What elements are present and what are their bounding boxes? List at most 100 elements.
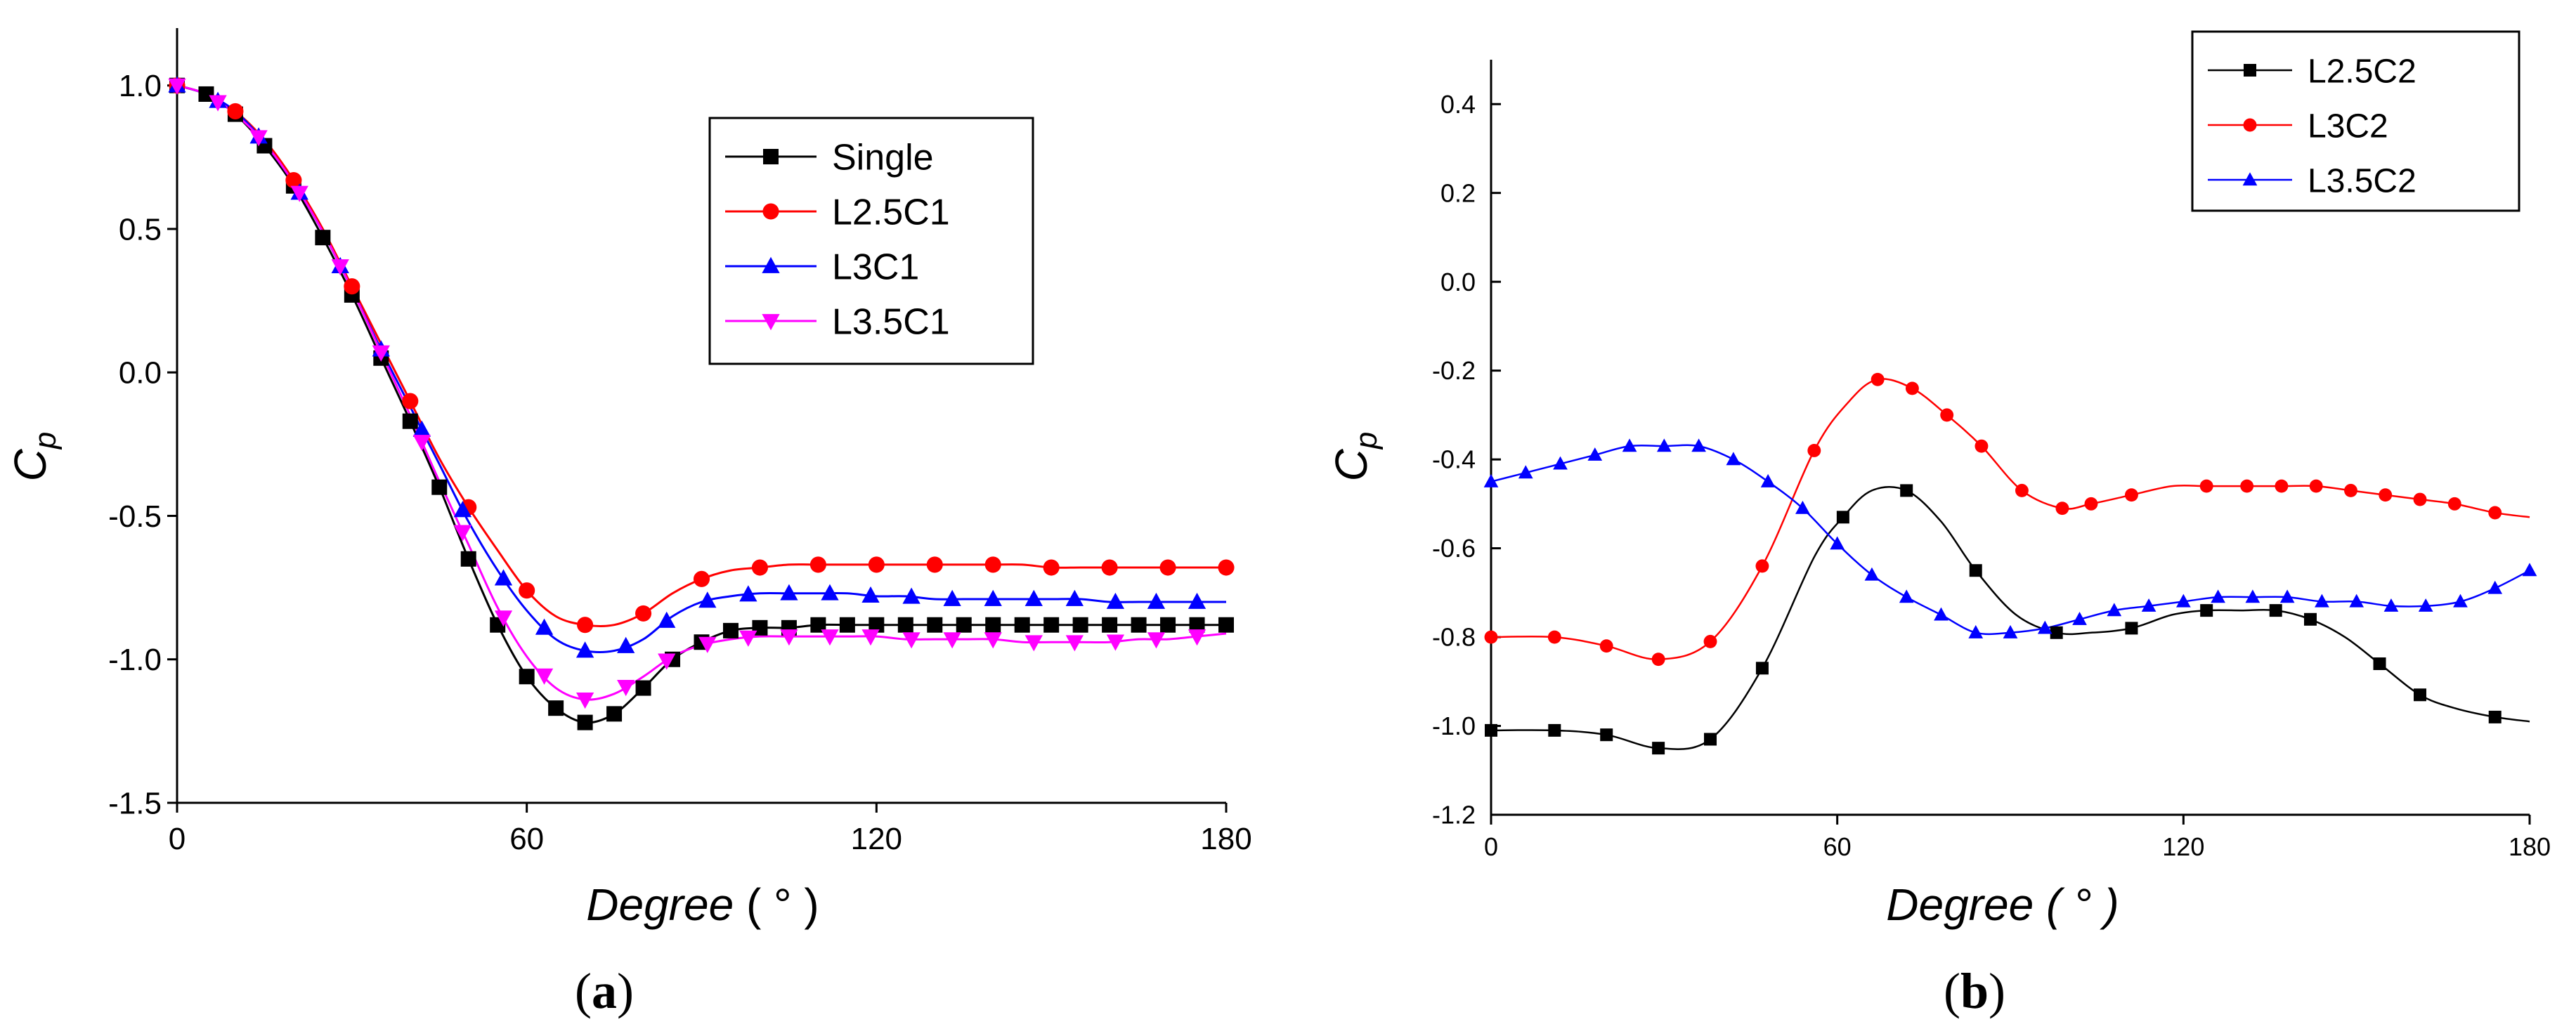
data-point-L3.5C2	[2211, 589, 2225, 603]
data-point-L2.5C1	[1159, 559, 1176, 576]
legend-label-L2.5C1: L2.5C1	[832, 192, 950, 233]
data-point-Single	[810, 617, 826, 633]
data-point-L3.5C2	[1830, 536, 1845, 550]
data-point-L3C2	[2124, 488, 2138, 502]
data-point-L2.5C2	[1652, 742, 1665, 755]
y-tick-label: 0.5	[119, 212, 162, 247]
panel-a-y-axis-label: Cp	[5, 432, 63, 482]
data-point-L3C2	[1807, 444, 1821, 457]
panel-a-x-axis-label: Degree ( ° )	[586, 879, 819, 930]
data-point-L3.5C2	[2003, 624, 2018, 638]
data-point-L3C1	[575, 641, 594, 658]
data-point-L3C1	[1147, 592, 1166, 609]
data-point-L3.5C2	[2279, 589, 2295, 603]
data-point-L3C2	[2413, 492, 2427, 506]
data-point-L3.5C1	[1065, 635, 1084, 652]
y-tick-label: -0.6	[1432, 534, 1476, 563]
legend-label-Single: Single	[832, 138, 934, 178]
legend-marker-Single	[763, 149, 779, 164]
data-point-L3C1	[698, 591, 717, 608]
data-point-L3.5C2	[2107, 603, 2122, 617]
data-point-L3.5C2	[1899, 589, 1914, 603]
data-point-L3C2	[2379, 488, 2393, 502]
data-point-L3.5C1	[902, 632, 921, 649]
data-point-L3C2	[1484, 630, 1498, 644]
data-point-L2.5C1	[984, 556, 1001, 573]
data-point-L2.5C2	[2125, 622, 2138, 635]
x-tick-label: 180	[1200, 822, 1251, 856]
data-point-L3C2	[1871, 372, 1885, 386]
data-point-Single	[606, 706, 623, 722]
legend-label-L3.5C2: L3.5C2	[2308, 162, 2416, 199]
data-point-L3C2	[2084, 497, 2098, 511]
data-point-L2.5C1	[1043, 559, 1060, 576]
data-point-L2.5C2	[1836, 511, 1849, 524]
data-point-Single	[1043, 617, 1060, 633]
data-point-L3C2	[1755, 559, 1769, 573]
data-point-L2.5C2	[1600, 728, 1613, 742]
data-point-L3C1	[780, 584, 798, 601]
data-point-Single	[548, 700, 564, 716]
data-point-L3C1	[412, 420, 431, 437]
data-point-L3C2	[2275, 479, 2289, 493]
data-point-L3.5C1	[575, 693, 594, 709]
legend-label-L3C1: L3C1	[832, 247, 919, 288]
series-line-Single	[176, 84, 1226, 724]
data-point-L3C2	[2199, 479, 2213, 493]
data-point-L3C2	[1703, 634, 1717, 648]
data-point-L2.5C2	[2269, 604, 2282, 617]
data-point-Single	[1160, 617, 1176, 633]
data-point-L3C2	[2240, 479, 2254, 493]
legend-label-L3.5C1: L3.5C1	[832, 302, 950, 343]
series-line-L3C2	[1490, 378, 2530, 660]
data-point-L3.5C2	[1656, 438, 1672, 452]
data-point-L3C1	[494, 569, 513, 586]
data-point-L3C1	[1106, 592, 1125, 609]
y-tick-label: 1.0	[119, 69, 162, 103]
legend-marker-L2.5C2	[2244, 64, 2256, 77]
data-point-L3.5C2	[1968, 624, 1984, 638]
data-point-L3C1	[617, 636, 635, 653]
data-point-L2.5C2	[1969, 564, 1982, 577]
data-point-L2.5C2	[2413, 688, 2426, 702]
x-tick-label: 60	[509, 822, 544, 856]
data-point-L3.5C1	[412, 435, 431, 452]
data-point-L2.5C1	[635, 605, 652, 622]
data-point-Single	[402, 413, 418, 429]
data-point-L3.5C1	[617, 680, 635, 697]
data-point-L3C1	[821, 584, 839, 601]
data-point-L3.5C2	[2245, 589, 2260, 603]
data-point-L3.5C1	[168, 78, 186, 95]
data-point-L3.5C1	[209, 95, 227, 112]
panel-a-series-markers	[168, 76, 1235, 730]
data-point-L2.5C2	[2488, 710, 2502, 723]
panel-b-series-markers	[1483, 372, 2537, 755]
data-point-L3C1	[739, 585, 757, 602]
y-tick-label: 0.4	[1440, 90, 1476, 119]
panel-a-legend: Single L2.5C1 L3C1 L3.5C1	[708, 117, 1034, 365]
data-point-L3C2	[2488, 506, 2502, 520]
x-tick-label: 60	[1823, 832, 1852, 861]
data-point-L3.5C2	[1864, 567, 1880, 581]
data-point-L3.5C2	[1691, 438, 1706, 452]
panel-a-axes: 0 60 120 180 1.0 0.5 0.0 -0.5 -1.0 -1.5	[108, 28, 1252, 856]
data-point-L3.5C1	[739, 630, 757, 647]
data-point-L3C2	[1975, 439, 1989, 453]
data-point-Single	[897, 617, 913, 633]
data-point-L3.5C1	[1106, 634, 1125, 651]
data-point-L3C2	[2015, 483, 2029, 497]
legend-marker-L3C2	[2243, 118, 2257, 132]
data-point-Single	[1102, 617, 1118, 633]
y-tick-label: -1.5	[108, 786, 162, 820]
data-point-L3.5C2	[1795, 500, 1810, 514]
panel-b-legend: L2.5C2 L3C2 L3.5C2	[2191, 30, 2520, 212]
data-point-L3.5C2	[1622, 438, 1637, 452]
data-point-L3.5C1	[780, 629, 798, 646]
data-point-L3C2	[2447, 497, 2461, 511]
data-point-L2.5C1	[285, 171, 302, 189]
data-point-L2.5C2	[2050, 626, 2063, 639]
y-tick-label: -1.0	[1432, 712, 1476, 740]
y-tick-label: 0.0	[119, 356, 162, 391]
data-point-Single	[1218, 617, 1234, 633]
